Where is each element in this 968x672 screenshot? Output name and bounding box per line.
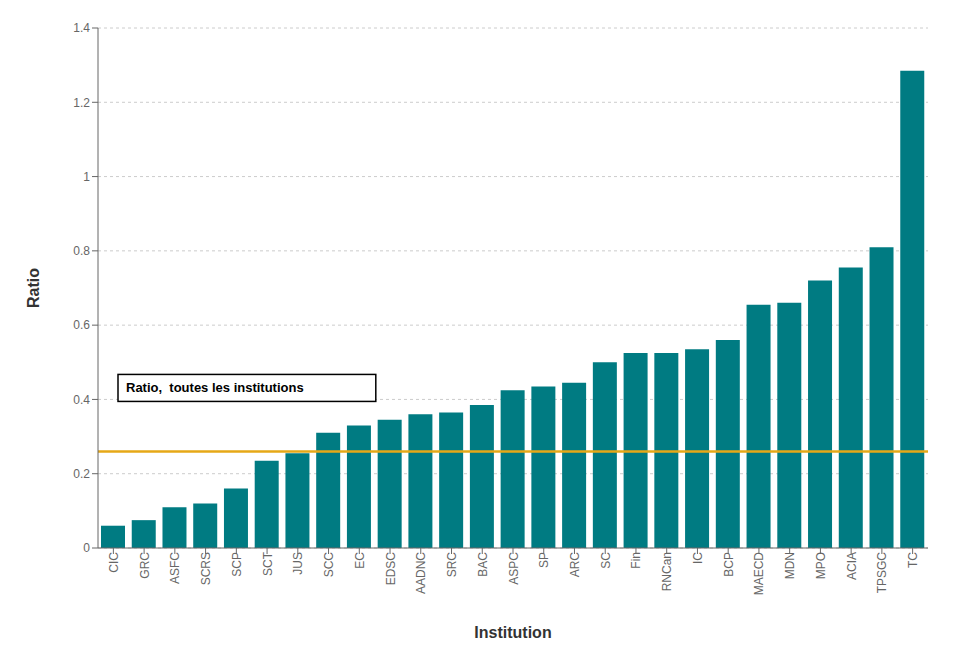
svg-text:SCRS: SCRS <box>199 552 213 585</box>
svg-text:SRC: SRC <box>445 552 459 578</box>
svg-text:SCP: SCP <box>230 552 244 577</box>
svg-text:0.4: 0.4 <box>73 393 90 407</box>
svg-text:TC: TC <box>906 552 920 568</box>
svg-text:SCC: SCC <box>322 552 336 578</box>
svg-text:ASFC: ASFC <box>168 552 182 584</box>
svg-text:AADNC: AADNC <box>414 552 428 594</box>
svg-text:ARC: ARC <box>568 552 582 578</box>
svg-text:TPSGC: TPSGC <box>875 552 889 594</box>
svg-text:MDN: MDN <box>783 552 797 579</box>
svg-text:SP: SP <box>537 552 551 568</box>
svg-text:Ratio, toutes les institution: Ratio, toutes les institutions <box>126 380 304 395</box>
svg-text:MPO: MPO <box>814 552 828 579</box>
svg-text:0.6: 0.6 <box>73 318 90 332</box>
svg-text:RNCan: RNCan <box>660 552 674 591</box>
svg-text:ASPC: ASPC <box>507 552 521 585</box>
svg-text:EC: EC <box>353 552 367 569</box>
svg-text:BAC: BAC <box>476 552 490 577</box>
svg-text:Institution: Institution <box>474 624 551 641</box>
svg-text:MAECD: MAECD <box>752 552 766 596</box>
svg-text:BCP: BCP <box>722 552 736 577</box>
svg-text:EDSC: EDSC <box>384 552 398 586</box>
svg-text:SC: SC <box>599 552 613 569</box>
svg-text:IC: IC <box>691 552 705 564</box>
svg-text:CIC: CIC <box>107 552 121 573</box>
svg-text:0: 0 <box>83 541 90 555</box>
svg-text:Ratio: Ratio <box>25 268 42 308</box>
svg-text:0.2: 0.2 <box>73 467 90 481</box>
svg-text:GRC: GRC <box>138 552 152 579</box>
svg-text:ACIA: ACIA <box>845 552 859 580</box>
svg-text:Fin: Fin <box>629 552 643 569</box>
svg-text:SCT: SCT <box>261 551 275 576</box>
svg-text:1: 1 <box>83 170 90 184</box>
svg-text:JUS: JUS <box>291 552 305 575</box>
svg-text:1.4: 1.4 <box>73 21 90 35</box>
svg-text:1.2: 1.2 <box>73 96 90 110</box>
svg-text:0.8: 0.8 <box>73 244 90 258</box>
